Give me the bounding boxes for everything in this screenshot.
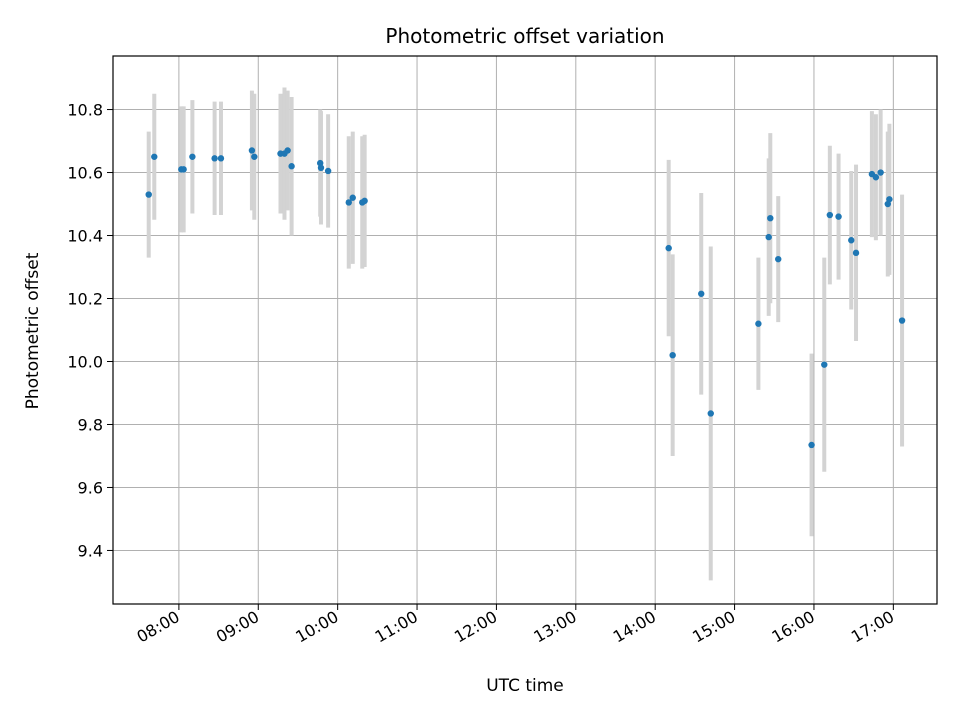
y-tick-label: 10.0 [67,352,103,371]
data-markers [145,147,906,449]
data-point [345,199,352,206]
data-point [189,153,196,160]
y-tick-label: 9.4 [78,541,103,560]
y-tick-label: 10.8 [67,101,103,120]
data-point [698,290,705,297]
data-point [821,361,828,368]
data-point [877,169,884,176]
data-point [755,320,762,327]
data-point [835,213,842,220]
data-point [808,441,815,449]
data-point [848,237,855,244]
chart-title: Photometric offset variation [385,24,664,48]
data-point [826,211,834,219]
data-point [324,167,332,175]
data-point [317,164,325,172]
data-point [217,155,225,162]
data-point [707,410,714,417]
y-tick-label: 9.6 [78,478,103,497]
y-tick-label: 10.2 [67,290,103,309]
data-point [361,197,368,205]
grid [113,56,937,604]
data-point [180,166,187,173]
y-axis-title: Photometric offset [23,252,43,409]
data-point [316,159,324,167]
data-point [665,244,672,252]
data-point [898,317,906,324]
data-point [145,191,152,198]
y-tick-label: 10.4 [67,227,103,246]
y-tick-label: 9.8 [78,415,103,434]
data-point [248,147,256,154]
data-point [151,153,158,160]
plot-area-frame [112,55,938,605]
data-point [288,163,295,170]
data-point [349,194,356,201]
data-point [775,255,782,263]
data-point [765,233,772,241]
data-point [669,351,676,359]
data-point [852,249,860,257]
data-point [211,155,218,162]
data-point [251,153,258,160]
data-point [872,174,880,181]
data-point [886,196,893,203]
data-point [767,214,774,222]
x-axis-title: UTC time [486,676,564,696]
data-point [284,147,291,154]
y-tick-label: 10.6 [67,164,103,183]
